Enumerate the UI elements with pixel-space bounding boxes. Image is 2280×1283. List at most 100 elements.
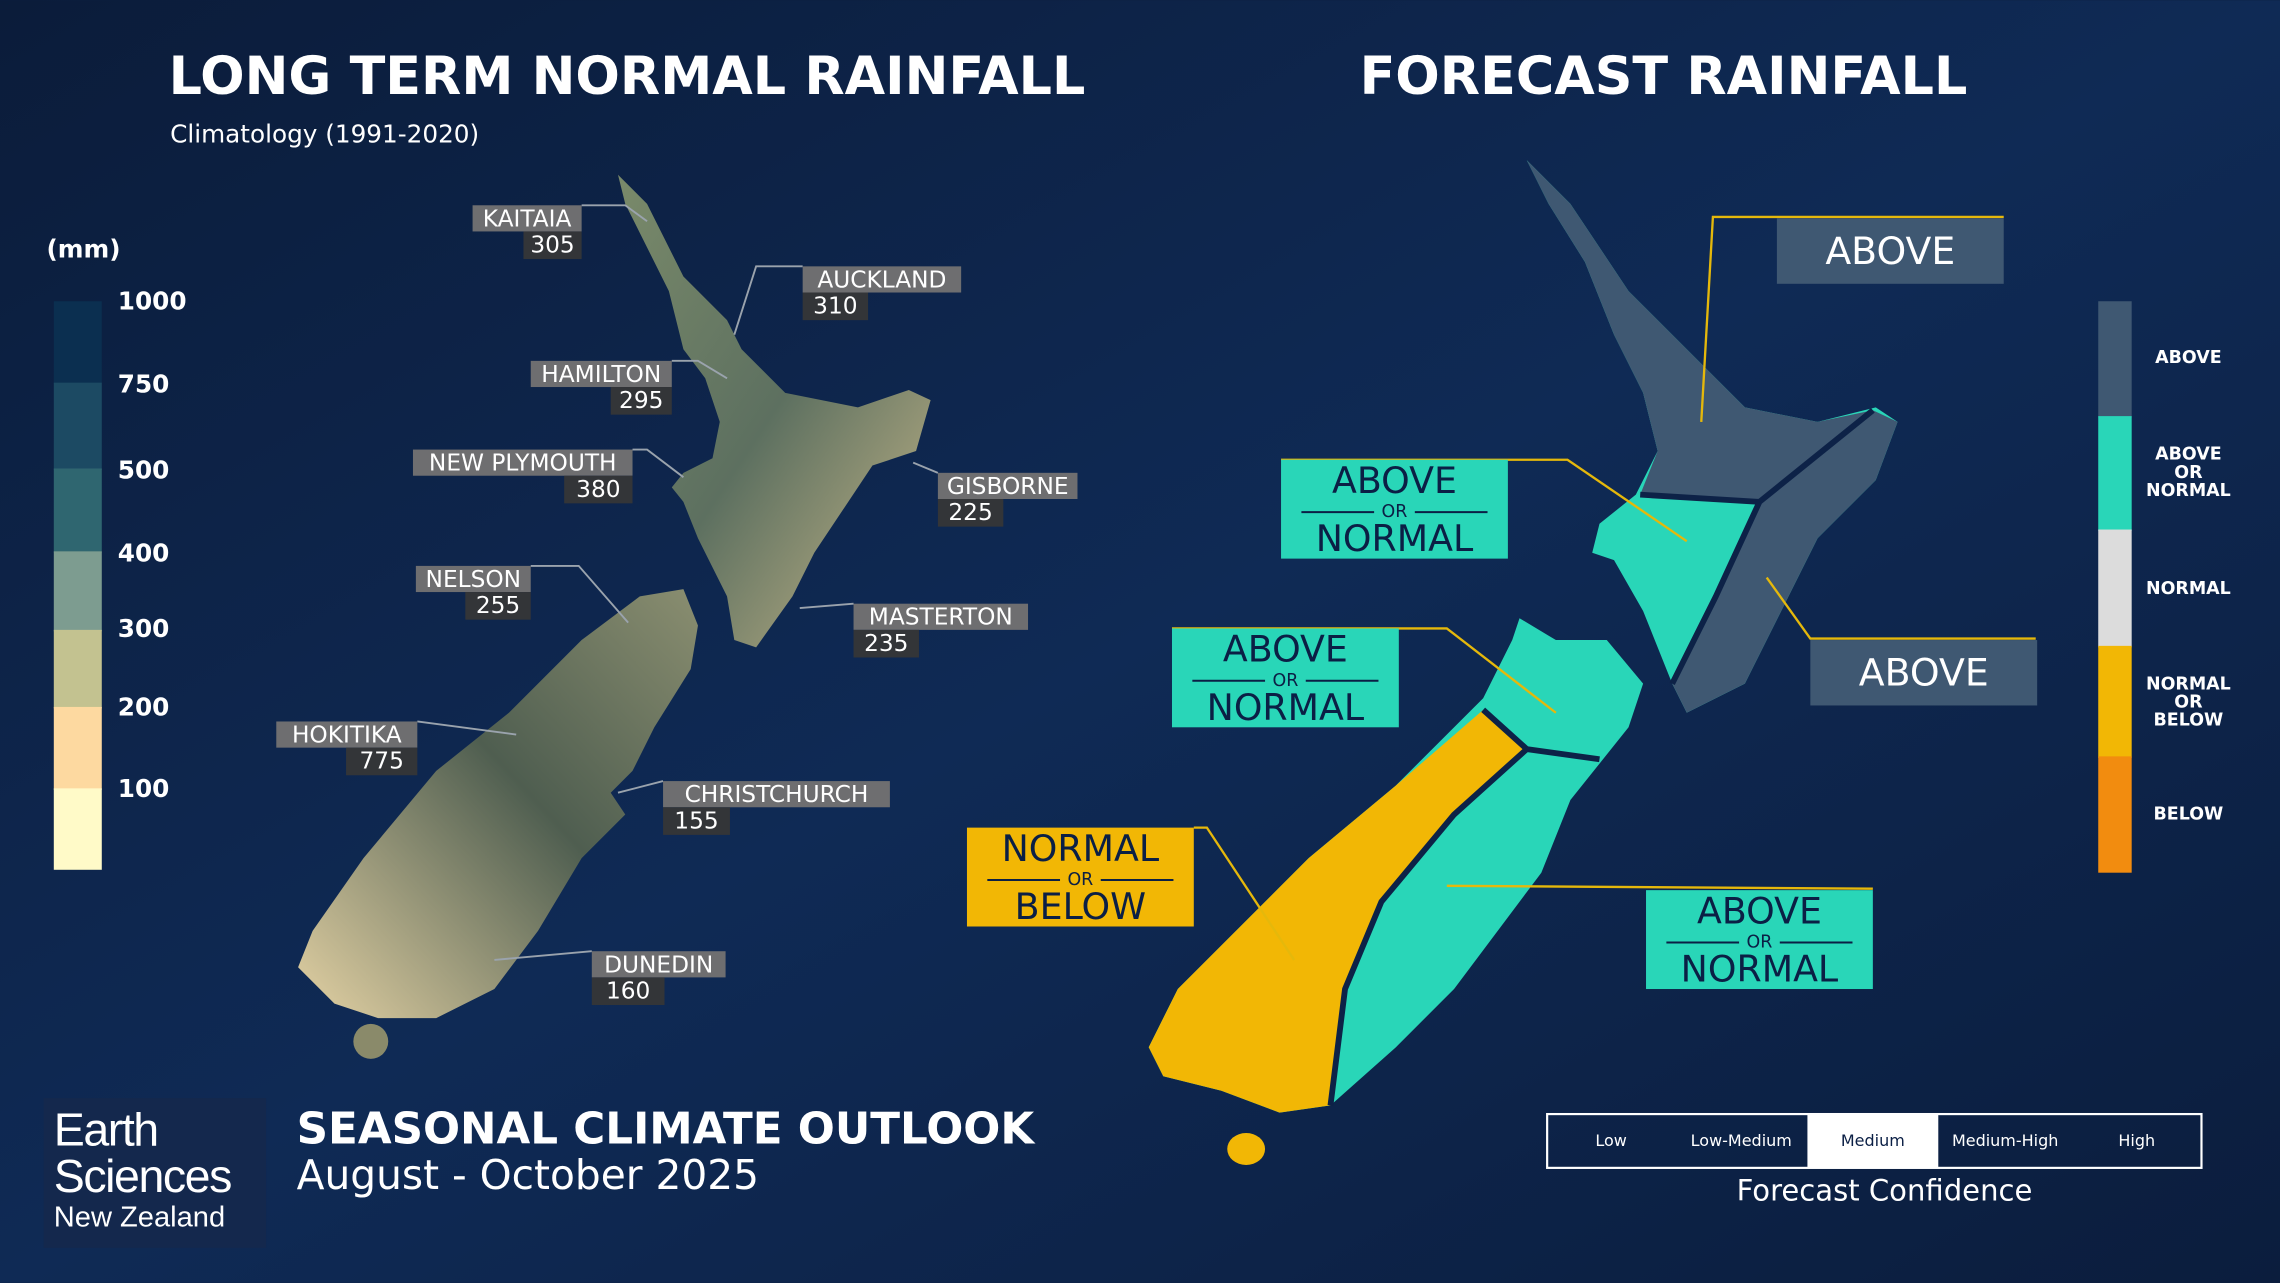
- station-leader: [912, 461, 939, 474]
- station-value-box: [591, 977, 665, 1006]
- footer-title: SEASONAL CLIMATE OUTLOOK: [297, 1105, 1037, 1155]
- station-name: NELSON: [426, 566, 522, 593]
- station-name-box: [591, 951, 726, 978]
- forecast-legend-label: ABOVE: [2155, 348, 2222, 368]
- scale-segment: [2098, 529, 2132, 648]
- callout-label: OR: [1067, 870, 1093, 890]
- station-name: HAMILTON: [541, 361, 661, 388]
- callout-label: NORMAL: [1681, 948, 1839, 991]
- scale-tick-label: 750: [118, 370, 170, 399]
- station-value-box: [465, 592, 531, 620]
- callout-label: ABOVE: [1859, 650, 1989, 694]
- scale-tick-label: 300: [118, 614, 170, 643]
- forecast-legend-label: OR: [2174, 693, 2203, 713]
- rainfall-scale: [53, 301, 102, 870]
- logo-text: Sciences: [54, 1150, 231, 1202]
- station-value: 295: [619, 387, 663, 414]
- callout-leader: [1700, 215, 2004, 422]
- callout-label: OR: [1272, 671, 1298, 691]
- callout-label: ABOVE: [1697, 889, 1822, 932]
- station-leader: [632, 448, 684, 478]
- station-value: 255: [476, 592, 520, 619]
- left-title: LONG TERM NORMAL RAINFALL: [169, 46, 1086, 107]
- scale-segment: [2098, 301, 2132, 418]
- station-name-box: [530, 360, 672, 388]
- scale-segment: [53, 551, 102, 632]
- scale-segment: [53, 629, 102, 709]
- confidence-level: Low-Medium: [1691, 1131, 1792, 1150]
- station-name-box: [937, 472, 1078, 499]
- station-leader: [733, 265, 803, 335]
- scale-segment: [2098, 416, 2132, 531]
- south-island: [298, 589, 698, 1019]
- station-name: NEW PLYMOUTH: [429, 450, 617, 477]
- callout-label: ABOVE: [1223, 628, 1348, 671]
- station-name-box: [853, 603, 1029, 630]
- station-name-box: [412, 449, 633, 476]
- callout-leader: [1765, 576, 2036, 640]
- callout-box: [1171, 628, 1399, 728]
- forecast-legend-label: BELOW: [2154, 711, 2224, 731]
- callout-leader: [1446, 884, 1873, 890]
- logo-text: New Zealand: [54, 1201, 225, 1233]
- station-value: 225: [948, 499, 992, 526]
- forecast-legend-label: OR: [2174, 463, 2203, 483]
- scale-segment: [53, 468, 102, 553]
- station-value: 305: [530, 231, 574, 258]
- station-value: 380: [576, 476, 620, 503]
- station-value-box: [346, 747, 418, 776]
- station-name: MASTERTON: [869, 604, 1013, 631]
- station-name: HOKITIKA: [292, 722, 402, 749]
- scale-segment: [53, 301, 102, 385]
- scale-tick-label: 1000: [118, 287, 187, 316]
- forecast-legend-label: ABOVE: [2155, 445, 2222, 465]
- scale-segment: [2098, 756, 2132, 873]
- confidence-highlight: [1807, 1114, 1939, 1168]
- confidence-level: High: [2118, 1131, 2155, 1150]
- scale-segment: [53, 706, 102, 790]
- footer-period: August - October 2025: [297, 1151, 759, 1199]
- callout-box: [1646, 890, 1873, 990]
- station-name: KAITAIA: [483, 205, 572, 232]
- station-name-box: [415, 565, 531, 593]
- station-name: GISBORNE: [947, 473, 1069, 500]
- station-name-box: [472, 205, 582, 232]
- station-value: 155: [674, 807, 718, 834]
- station-value-box: [663, 807, 730, 835]
- confidence-level: Medium: [1841, 1131, 1905, 1150]
- station-value-box: [564, 475, 633, 504]
- left-subtitle: Climatology (1991-2020): [170, 119, 479, 148]
- station-value: 775: [360, 748, 404, 775]
- callout-label: OR: [1382, 502, 1408, 522]
- station-value-box: [853, 629, 919, 658]
- legend-unit: (mm): [47, 234, 121, 263]
- callout-box: [1776, 218, 2004, 284]
- station-leader: [530, 564, 629, 624]
- confidence-level: Medium-High: [1952, 1131, 2058, 1150]
- forecast-scale: [2098, 301, 2132, 873]
- confidence-caption: Forecast Confidence: [1737, 1174, 2033, 1208]
- scale-tick-label: 500: [118, 455, 170, 484]
- north-island: [617, 174, 931, 648]
- scale-tick-label: 200: [118, 692, 170, 721]
- confidence-level: Low: [1595, 1131, 1626, 1150]
- right-title: FORECAST RAINFALL: [1360, 46, 1968, 107]
- station-value: 310: [813, 293, 857, 320]
- station-value-box: [610, 387, 672, 415]
- station-name: CHRISTCHURCH: [685, 781, 869, 808]
- station-name: AUCKLAND: [817, 266, 946, 293]
- station-name: DUNEDIN: [604, 951, 713, 978]
- callout-label: NORMAL: [1002, 827, 1160, 870]
- station-value-box: [937, 499, 1004, 527]
- station-leader: [581, 204, 648, 223]
- station-name-box: [276, 721, 418, 748]
- callout-leader: [1193, 826, 1296, 961]
- station-leader: [799, 602, 854, 609]
- region-east: [1672, 410, 1898, 713]
- forecast-legend-label: BELOW: [2154, 805, 2224, 825]
- callout-box: [1281, 459, 1508, 559]
- boundary: [1640, 408, 1875, 685]
- forecast-legend-label: NORMAL: [2146, 579, 2231, 599]
- scale-segment: [53, 788, 102, 870]
